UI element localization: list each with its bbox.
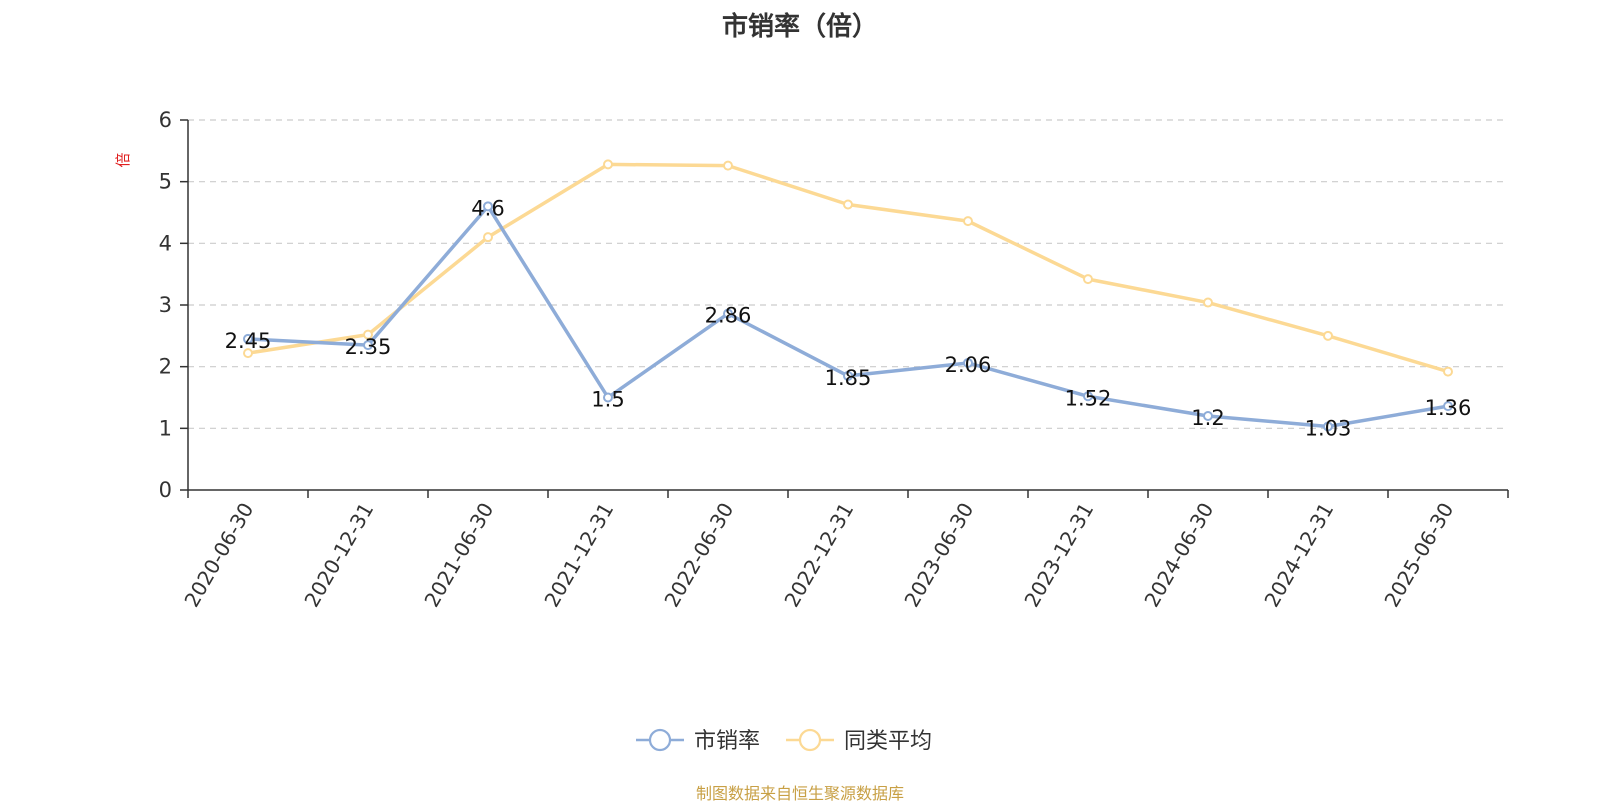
y-tick-label: 5 <box>159 170 172 194</box>
data-point-peer-average <box>243 348 253 359</box>
data-label: 1.5 <box>591 388 624 412</box>
data-point-psr <box>963 357 973 368</box>
y-tick-label: 1 <box>159 416 172 440</box>
data-label: 1.03 <box>1305 416 1352 440</box>
data-point-peer-average <box>1083 274 1093 285</box>
x-tick-label: 2022-12-31 <box>779 499 858 612</box>
data-point-psr <box>843 370 853 381</box>
data-point-peer-average <box>603 159 613 170</box>
data-point-psr <box>243 333 253 344</box>
data-point-psr <box>483 201 493 212</box>
x-tick-label: 2025-06-30 <box>1379 499 1458 612</box>
legend-label-psr: 市销率 <box>694 729 760 754</box>
data-point-peer-average <box>363 329 373 340</box>
data-label: 4.6 <box>471 196 504 220</box>
x-tick-label: 2024-06-30 <box>1139 499 1218 612</box>
series-line-psr <box>247 204 1449 429</box>
data-source-note: 制图数据来自恒生聚源数据库 <box>695 784 904 803</box>
data-label: 1.36 <box>1425 396 1472 420</box>
data-label: 2.06 <box>945 353 992 377</box>
data-point-peer-average <box>1443 366 1453 377</box>
data-point-psr <box>723 308 733 319</box>
data-point-psr <box>1203 411 1213 421</box>
data-label: 2.35 <box>345 335 392 359</box>
data-label: 2.86 <box>705 304 752 328</box>
chart-title: 市销率（倍） <box>721 12 878 42</box>
data-point-peer-average <box>963 216 973 227</box>
x-tick-label: 2020-06-30 <box>179 499 258 612</box>
data-point-psr <box>363 340 373 351</box>
y-tick-label: 2 <box>159 355 172 379</box>
data-label: 1.2 <box>1191 406 1224 430</box>
data-point-peer-average <box>483 232 493 243</box>
data-point-peer-average <box>723 160 733 171</box>
y-axis-label: 倍 <box>114 152 132 167</box>
data-label: 1.85 <box>825 366 872 390</box>
series-line-peer-average <box>247 162 1449 374</box>
data-label: 1.52 <box>1065 386 1112 410</box>
data-label: 2.45 <box>225 329 272 353</box>
data-point-peer-average <box>843 199 853 210</box>
legend-marker-icon <box>648 728 672 752</box>
x-tick-label: 2021-12-31 <box>539 499 618 612</box>
legend-marker-icon <box>798 728 822 752</box>
x-tick-label: 2023-12-31 <box>1019 499 1098 612</box>
y-tick-label: 0 <box>159 478 172 502</box>
data-point-psr <box>1443 401 1453 412</box>
data-point-psr <box>603 392 613 403</box>
data-point-psr <box>1083 391 1093 402</box>
x-tick-label: 2024-12-31 <box>1259 499 1338 612</box>
y-tick-label: 6 <box>159 108 172 132</box>
y-tick-label: 3 <box>159 293 172 317</box>
x-tick-label: 2022-06-30 <box>659 499 738 612</box>
x-tick-label: 2021-06-30 <box>419 499 498 612</box>
data-point-peer-average <box>1203 297 1213 308</box>
data-point-psr <box>1323 421 1333 432</box>
data-point-peer-average <box>1323 330 1333 341</box>
x-tick-label: 2023-06-30 <box>899 499 978 612</box>
y-tick-label: 4 <box>159 231 172 255</box>
legend-label-peer-average: 同类平均 <box>844 729 932 754</box>
x-tick-label: 2020-12-31 <box>299 499 378 612</box>
